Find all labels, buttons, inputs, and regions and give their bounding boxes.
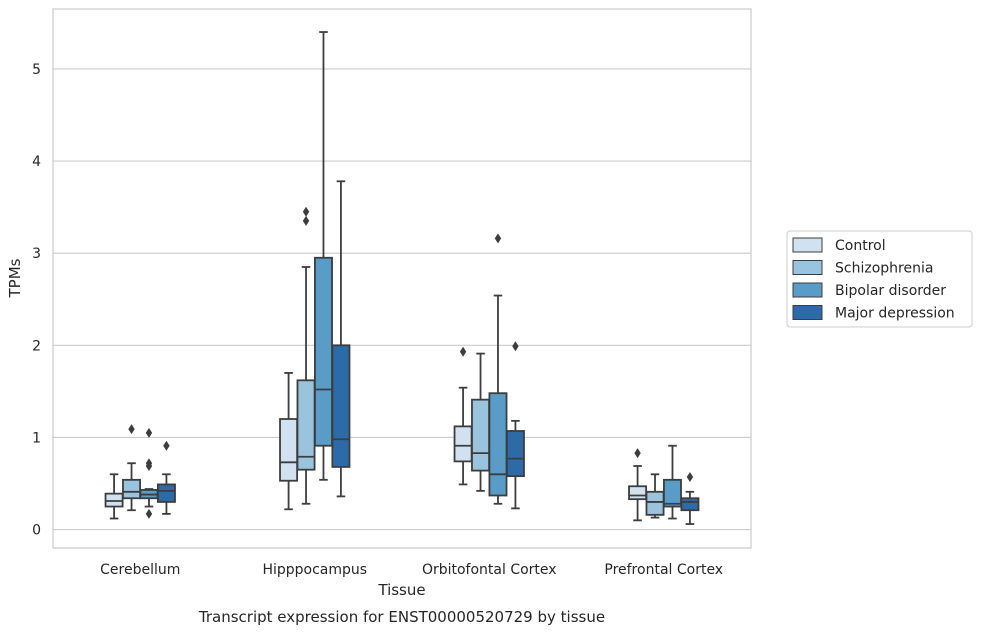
outlier-point xyxy=(302,206,310,217)
outlier-point xyxy=(686,472,694,483)
y-axis-ticks: 0 1 2 3 4 5 xyxy=(32,62,41,539)
box-bipolar-disorder xyxy=(488,233,508,505)
box-control xyxy=(104,473,124,520)
box-iqr xyxy=(331,344,351,468)
legend-frame xyxy=(786,230,973,328)
legend-swatch xyxy=(792,282,823,298)
outlier-point xyxy=(459,346,467,357)
chart-caption: Transcript expression for ENST0000052072… xyxy=(198,608,605,626)
x-tick-label: Hipppocampus xyxy=(262,562,367,578)
x-tick-label: Cerebellum xyxy=(100,562,180,578)
legend-swatch xyxy=(792,260,823,275)
outlier-point xyxy=(145,508,153,519)
box-iqr xyxy=(122,478,141,500)
box-iqr xyxy=(645,490,665,516)
plot-frame xyxy=(52,8,752,549)
y-tick-label: 1 xyxy=(32,430,41,446)
legend: Control Schizophrenia Bipolar disorder Majo… xyxy=(786,230,973,328)
x-tick-label: Prefrontal Cortex xyxy=(604,562,723,578)
box-major-depression xyxy=(505,341,525,510)
box-iqr xyxy=(471,398,490,472)
box-schizophrenia xyxy=(296,206,316,505)
x-tick-label: Orbitofontal Cortex xyxy=(422,562,557,578)
box-major-depression xyxy=(156,440,176,515)
legend-swatch xyxy=(792,237,823,253)
box-iqr xyxy=(488,392,508,497)
box-iqr xyxy=(628,485,648,501)
box-schizophrenia xyxy=(471,352,490,492)
outlier-point xyxy=(145,427,153,438)
box-major-depression xyxy=(680,472,700,525)
box-iqr xyxy=(104,492,124,508)
x-axis-ticks: Cerebellum Hipppocampus Orbitofontal Corte… xyxy=(100,562,723,578)
box-iqr xyxy=(453,425,473,463)
outlier-point xyxy=(145,458,153,469)
outlier-point xyxy=(128,424,135,435)
legend-label: Major depression xyxy=(835,306,955,322)
y-axis-label: TPMs xyxy=(6,258,24,298)
box-schizophrenia xyxy=(645,473,665,519)
legend-label: Schizophrenia xyxy=(835,261,933,277)
outlier-point xyxy=(302,215,310,226)
box-bipolar-disorder xyxy=(663,444,682,520)
box-bipolar-disorder xyxy=(314,31,333,481)
y-tick-label: 4 xyxy=(32,154,41,170)
x-axis-label: Tissue xyxy=(377,581,425,599)
y-tick-label: 3 xyxy=(32,246,41,262)
legend-item: Schizophrenia xyxy=(792,260,933,277)
legend-item: Control xyxy=(792,237,886,254)
box-iqr xyxy=(156,483,176,503)
plot-background xyxy=(53,9,751,548)
box-iqr xyxy=(663,478,682,508)
boxes-layer xyxy=(104,31,700,525)
outlier-point xyxy=(512,341,519,352)
box-major-depression xyxy=(331,180,351,498)
box-iqr xyxy=(505,430,525,478)
box-iqr xyxy=(314,256,333,447)
box-iqr xyxy=(680,497,700,512)
legend-item: Major depression xyxy=(792,305,955,322)
legend-label: Control xyxy=(835,238,886,254)
outlier-point xyxy=(494,233,502,244)
box-iqr xyxy=(279,418,299,482)
y-tick-label: 5 xyxy=(32,62,41,78)
legend-label: Bipolar disorder xyxy=(835,283,946,299)
legend-item: Bipolar disorder xyxy=(792,282,946,299)
outlier-point xyxy=(634,448,641,459)
legend-items: Control Schizophrenia Bipolar disorder Majo… xyxy=(792,237,955,322)
box-control xyxy=(453,346,473,486)
box-schizophrenia xyxy=(122,424,141,512)
gridlines xyxy=(53,68,751,531)
outlier-point xyxy=(163,440,170,451)
y-tick-label: 2 xyxy=(32,338,41,354)
legend-swatch xyxy=(792,305,823,320)
y-tick-label: 0 xyxy=(32,523,41,539)
box-bipolar-disorder xyxy=(139,427,159,519)
